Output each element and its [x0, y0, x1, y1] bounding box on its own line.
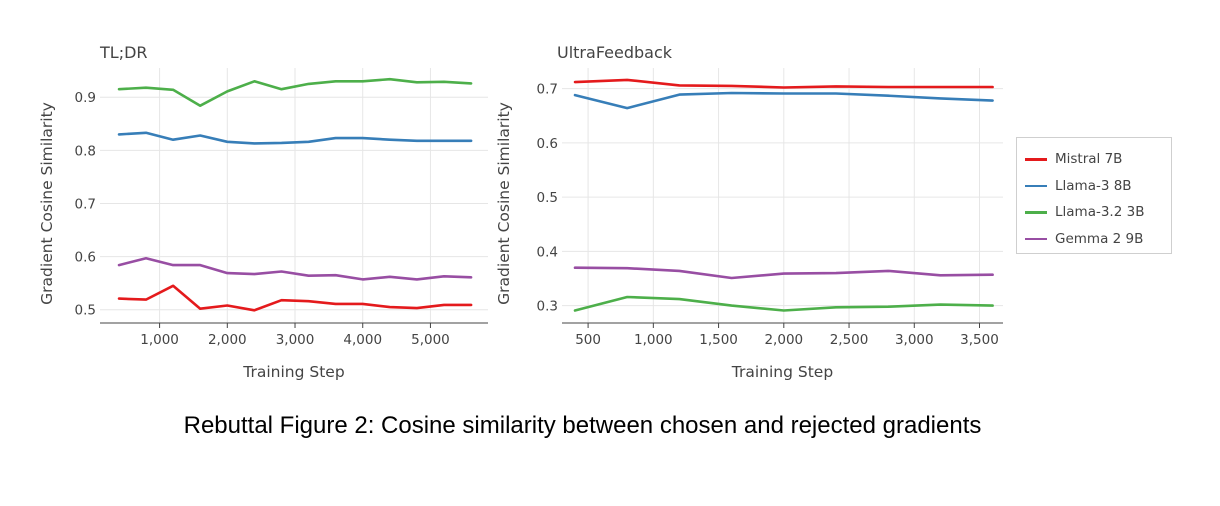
- y-tick-label: 0.6: [537, 136, 558, 152]
- y-tick-label: 0.8: [75, 143, 96, 159]
- legend-label: Mistral 7B: [1055, 151, 1123, 168]
- y-tick-label: 0.5: [537, 190, 558, 206]
- series-line: [117, 131, 473, 145]
- x-tick-label: 3,000: [895, 332, 934, 348]
- legend-item-llama-3-8b: Llama-3 8B: [1017, 173, 1171, 200]
- chart-area: 1,000 2,000 3,000 4,000 5,000 0.5 0.6 0.7 0.8 0.9…: [38, 43, 1003, 381]
- legend-item-mistral-7b: Mistral 7B: [1017, 146, 1171, 173]
- x-tick-label: 1,000: [634, 332, 673, 348]
- chart-title: TL;DR: [99, 43, 148, 62]
- x-tick-label: 2,000: [208, 332, 247, 348]
- y-tick-label: 0.7: [75, 196, 96, 212]
- figure-caption: Rebuttal Figure 2: Cosine similarity bet…: [183, 412, 982, 439]
- legend-item-llama-3-2-3b: Llama-3.2 3B: [1017, 199, 1171, 226]
- legend-label: Gemma 2 9B: [1055, 230, 1144, 247]
- x-tick-label: 2,000: [764, 332, 803, 348]
- x-tick-label: 4,000: [343, 332, 382, 348]
- x-tick-label: 1,500: [699, 332, 738, 348]
- y-tick-label: 0.5: [75, 303, 96, 319]
- chart-title: UltraFeedback: [557, 43, 673, 62]
- x-axis-label: Training Step: [242, 363, 344, 381]
- series-line: [573, 91, 994, 110]
- x-tick-label: 5,000: [411, 332, 450, 348]
- y-axis-label: Gradient Cosine Similarity: [38, 102, 56, 305]
- y-tick-label: 0.4: [537, 244, 558, 260]
- legend-swatch: [1025, 211, 1047, 214]
- x-axis-label: Training Step: [731, 363, 833, 381]
- x-tick-label: 3,000: [276, 332, 315, 348]
- legend-item-gemma-2-9b: Gemma 2 9B: [1017, 226, 1171, 253]
- legend-label: Llama-3 8B: [1055, 177, 1132, 194]
- y-tick-label: 0.3: [537, 299, 558, 315]
- legend-swatch: [1025, 158, 1047, 161]
- y-tick-label: 0.6: [75, 250, 96, 266]
- legend: Mistral 7B Llama-3 8B Llama-3.2 3B Gemma…: [1016, 137, 1172, 254]
- series-line: [117, 256, 473, 281]
- series-line: [573, 295, 994, 312]
- y-axis-label: Gradient Cosine Similarity: [495, 102, 513, 305]
- series-line: [117, 284, 473, 312]
- legend-swatch: [1025, 184, 1047, 187]
- legend-swatch: [1025, 237, 1047, 240]
- x-tick-label: 3,500: [960, 332, 999, 348]
- x-tick-label: 2,500: [830, 332, 869, 348]
- x-tick-label: 500: [575, 332, 601, 348]
- series-line: [117, 77, 473, 107]
- series-line: [573, 78, 994, 89]
- legend-label: Llama-3.2 3B: [1055, 204, 1145, 221]
- y-tick-label: 0.7: [537, 82, 558, 98]
- series-line: [573, 266, 994, 280]
- y-tick-label: 0.9: [75, 90, 96, 106]
- x-tick-label: 1,000: [140, 332, 179, 348]
